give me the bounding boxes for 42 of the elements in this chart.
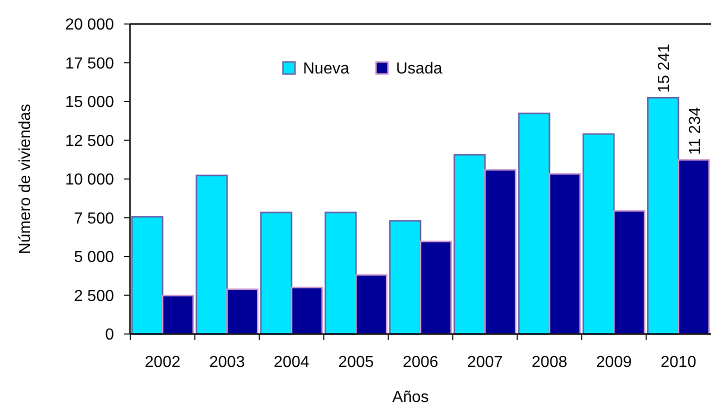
y-tick-label: 15 000 bbox=[65, 94, 114, 112]
bar bbox=[290, 286, 323, 335]
bar bbox=[420, 240, 452, 335]
bar bbox=[196, 174, 228, 335]
bar bbox=[647, 97, 680, 335]
bar bbox=[162, 294, 194, 335]
x-tick-label: 2006 bbox=[402, 354, 438, 371]
legend-label: Usada bbox=[396, 60, 442, 78]
x-tick-label: 2010 bbox=[660, 354, 696, 371]
y-axis-title: Número de viviendas bbox=[17, 104, 34, 254]
data-label: 15 241 bbox=[656, 44, 674, 93]
bar bbox=[518, 112, 550, 335]
y-tick-label: 5 000 bbox=[74, 249, 114, 266]
x-tick-label: 2005 bbox=[338, 354, 374, 371]
y-tick-label: 12 500 bbox=[65, 132, 114, 150]
bar bbox=[324, 212, 357, 335]
bar bbox=[678, 159, 710, 335]
bar bbox=[454, 154, 486, 335]
bar bbox=[131, 216, 164, 335]
x-tick-label: 2009 bbox=[596, 354, 632, 371]
data-label: 11 234 bbox=[686, 107, 704, 155]
x-tick-label: 2007 bbox=[467, 354, 503, 371]
bar bbox=[484, 169, 516, 335]
x-tick-label: 2003 bbox=[209, 354, 245, 371]
bar bbox=[226, 288, 258, 335]
y-tick-label: 0 bbox=[105, 326, 114, 344]
bar bbox=[613, 210, 646, 335]
y-tick-label: 2 500 bbox=[74, 288, 114, 305]
y-tick-label: 10 000 bbox=[65, 172, 114, 189]
x-tick-label: 2008 bbox=[532, 354, 568, 371]
bar bbox=[389, 220, 422, 335]
bar bbox=[260, 212, 292, 335]
y-tick-label: 20 000 bbox=[65, 16, 114, 34]
bar bbox=[355, 274, 388, 335]
y-tick-label: 7 500 bbox=[74, 210, 114, 228]
legend-label: Nueva bbox=[303, 60, 350, 78]
bar bbox=[548, 173, 581, 335]
x-tick-label: 2002 bbox=[144, 354, 180, 371]
x-axis-title: Años bbox=[392, 389, 429, 406]
x-tick-label: 2004 bbox=[274, 354, 310, 371]
y-tick-label: 17 500 bbox=[65, 55, 114, 72]
bar bbox=[582, 133, 615, 335]
